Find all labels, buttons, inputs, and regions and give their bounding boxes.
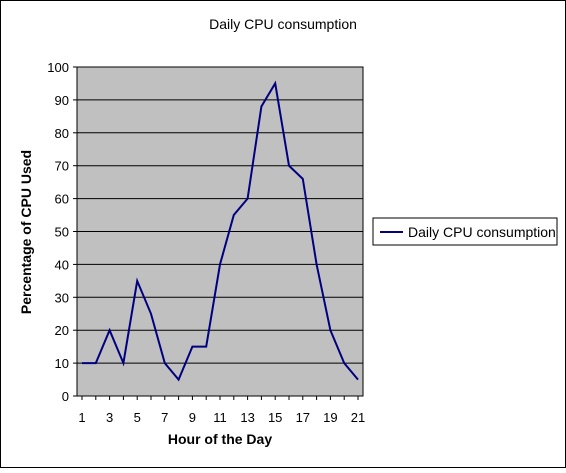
y-axis-title: Percentage of CPU Used: [18, 150, 34, 314]
x-tick-label: 11: [213, 410, 227, 425]
x-tick-label: 15: [268, 410, 282, 425]
x-tick-label: 5: [134, 410, 141, 425]
x-axis-title: Hour of the Day: [168, 431, 272, 447]
legend-entry: Daily CPU consumption: [408, 224, 556, 240]
x-tick-label: 19: [323, 410, 337, 425]
y-tick-label: 0: [62, 389, 69, 404]
y-tick-label: 80: [55, 126, 69, 141]
y-tick-label: 20: [55, 323, 69, 338]
x-tick-label: 1: [78, 410, 85, 425]
y-tick-label: 100: [47, 60, 69, 75]
y-tick-label: 40: [55, 257, 69, 272]
y-tick-label: 50: [55, 225, 69, 240]
y-tick-label: 10: [55, 356, 69, 371]
x-tick-label: 21: [351, 410, 365, 425]
y-tick-label: 90: [55, 93, 69, 108]
x-tick-label: 3: [106, 410, 113, 425]
y-tick-label: 70: [55, 159, 69, 174]
y-tick-label: 30: [55, 290, 69, 305]
x-tick-label: 17: [296, 410, 310, 425]
x-tick-label: 7: [161, 410, 168, 425]
x-tick-label: 13: [240, 410, 254, 425]
x-tick-label: 9: [189, 410, 196, 425]
y-tick-label: 60: [55, 192, 69, 207]
legend: Daily CPU consumption: [373, 218, 557, 245]
chart-title: Daily CPU consumption: [209, 16, 357, 32]
